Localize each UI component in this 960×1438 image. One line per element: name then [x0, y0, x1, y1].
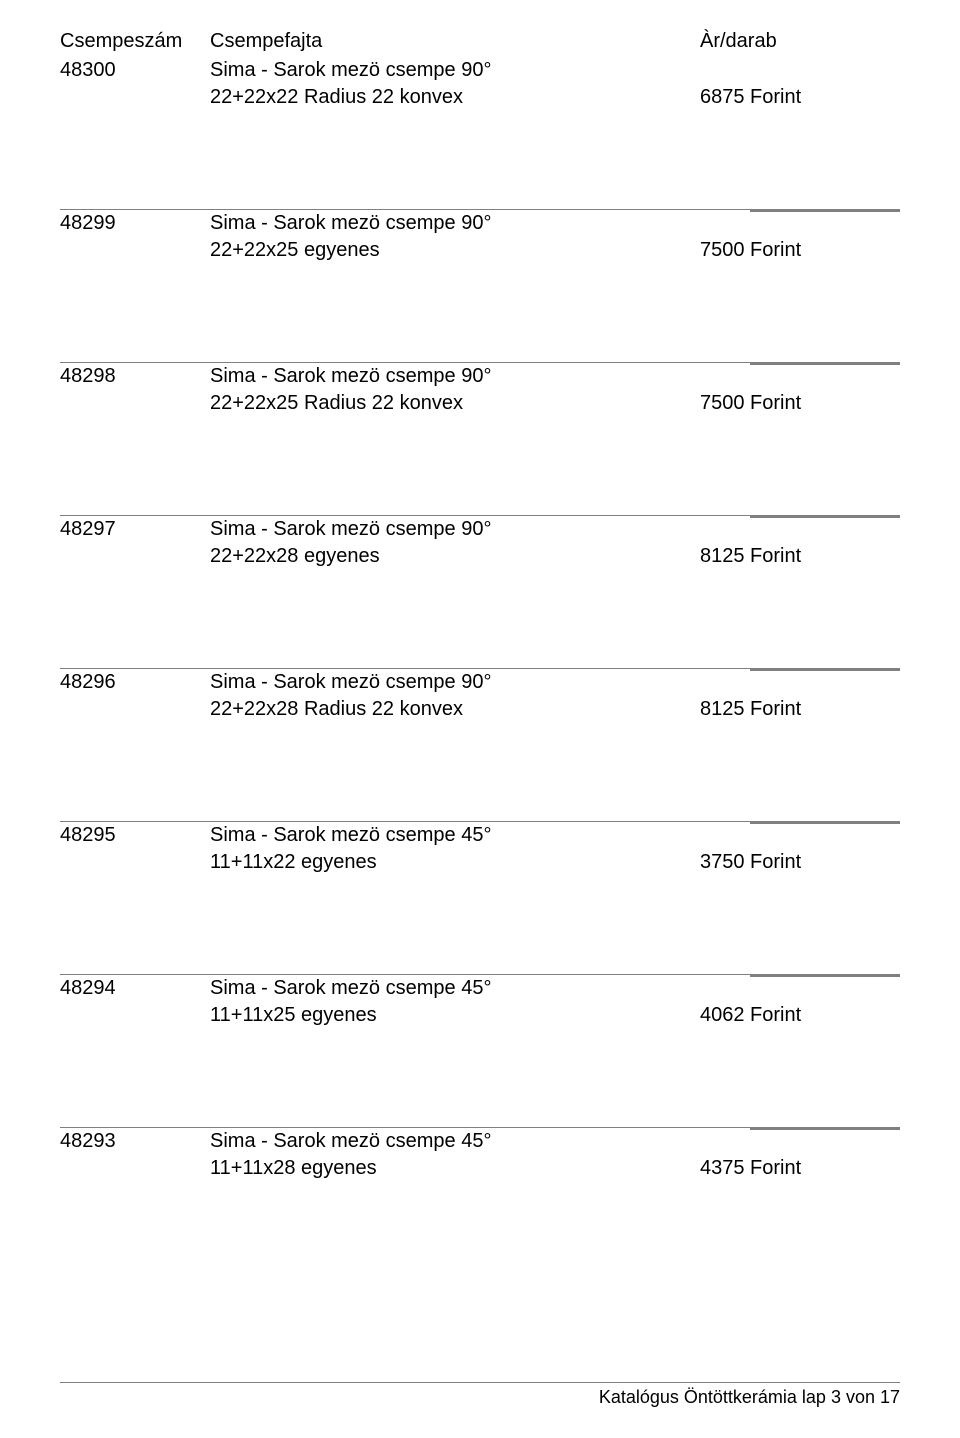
entry-spec: 22+22x25 egyenes [210, 239, 700, 262]
entry-top-row: 48297Sima - Sarok mezö csempe 90° [60, 515, 900, 541]
entry-price: 6875 Forint [700, 86, 900, 109]
entry-price: 3750 Forint [700, 851, 900, 874]
entry-indent [60, 851, 210, 874]
entry-indent [60, 86, 210, 109]
entry-bottom-row: 11+11x25 egyenes4062 Forint [60, 1004, 900, 1027]
entry-type: Sima - Sarok mezö csempe 45° [210, 1130, 700, 1153]
entry-spec: 22+22x28 egyenes [210, 545, 700, 568]
entry-number: 48296 [60, 671, 210, 694]
entry-spec: 11+11x28 egyenes [210, 1157, 700, 1180]
entry-number: 48299 [60, 212, 210, 235]
entry-bottom-row: 22+22x25 egyenes7500 Forint [60, 239, 900, 262]
entry-top-row: 48296Sima - Sarok mezö csempe 90° [60, 668, 900, 694]
entry-blank [700, 977, 900, 1000]
entry-type: Sima - Sarok mezö csempe 90° [210, 671, 700, 694]
entry-top-row: 48294Sima - Sarok mezö csempe 45° [60, 974, 900, 1000]
entry-price: 8125 Forint [700, 698, 900, 721]
entry-indent [60, 392, 210, 415]
entry-top-row: 48299Sima - Sarok mezö csempe 90° [60, 209, 900, 235]
entry-blank [700, 212, 900, 235]
entry-number: 48300 [60, 59, 210, 82]
entry-top-row: 48293Sima - Sarok mezö csempe 45° [60, 1127, 900, 1153]
entry-type: Sima - Sarok mezö csempe 90° [210, 365, 700, 388]
entry-price: 4375 Forint [700, 1157, 900, 1180]
page-footer: Katalógus Öntöttkerámia lap 3 von 17 [60, 1382, 900, 1408]
entry-spec: 11+11x22 egyenes [210, 851, 700, 874]
entry-blank [700, 59, 900, 82]
entry-spec: 22+22x25 Radius 22 konvex [210, 392, 700, 415]
header-csempefajta: Csempefajta [210, 30, 700, 53]
entry-price: 7500 Forint [700, 392, 900, 415]
entry-type: Sima - Sarok mezö csempe 45° [210, 824, 700, 847]
entry-type: Sima - Sarok mezö csempe 90° [210, 212, 700, 235]
entry-number: 48298 [60, 365, 210, 388]
catalog-entry: 48299Sima - Sarok mezö csempe 90° 22+22x2… [60, 209, 900, 262]
entry-spec: 11+11x25 egyenes [210, 1004, 700, 1027]
catalog-entry: 48300Sima - Sarok mezö csempe 90° 22+22x2… [60, 59, 900, 109]
catalog-entry: 48294Sima - Sarok mezö csempe 45° 11+11x2… [60, 974, 900, 1027]
catalog-entry: 48296Sima - Sarok mezö csempe 90° 22+22x2… [60, 668, 900, 721]
header-csempeszam: Csempeszám [60, 30, 210, 53]
page-content: Csempeszám Csempefajta Àr/darab 48300Sim… [0, 0, 960, 1180]
entry-indent [60, 239, 210, 262]
entry-spec: 22+22x28 Radius 22 konvex [210, 698, 700, 721]
entry-blank [700, 365, 900, 388]
entry-blank [700, 518, 900, 541]
catalog-entry: 48298Sima - Sarok mezö csempe 90° 22+22x2… [60, 362, 900, 415]
entry-number: 48293 [60, 1130, 210, 1153]
entry-number: 48295 [60, 824, 210, 847]
entry-type: Sima - Sarok mezö csempe 90° [210, 518, 700, 541]
entry-bottom-row: 11+11x28 egyenes4375 Forint [60, 1157, 900, 1180]
entry-top-row: 48300Sima - Sarok mezö csempe 90° [60, 59, 900, 82]
entry-indent [60, 1004, 210, 1027]
catalog-entry: 48295Sima - Sarok mezö csempe 45° 11+11x2… [60, 821, 900, 874]
entry-number: 48294 [60, 977, 210, 1000]
entry-price: 8125 Forint [700, 545, 900, 568]
entry-price: 4062 Forint [700, 1004, 900, 1027]
table-header: Csempeszám Csempefajta Àr/darab [60, 30, 900, 53]
entry-blank [700, 1130, 900, 1153]
entry-bottom-row: 22+22x22 Radius 22 konvex6875 Forint [60, 86, 900, 109]
catalog-entry: 48293Sima - Sarok mezö csempe 45° 11+11x2… [60, 1127, 900, 1180]
entry-top-row: 48295Sima - Sarok mezö csempe 45° [60, 821, 900, 847]
entry-type: Sima - Sarok mezö csempe 90° [210, 59, 700, 82]
entry-bottom-row: 11+11x22 egyenes3750 Forint [60, 851, 900, 874]
entry-bottom-row: 22+22x28 Radius 22 konvex8125 Forint [60, 698, 900, 721]
entry-bottom-row: 22+22x25 Radius 22 konvex7500 Forint [60, 392, 900, 415]
entry-number: 48297 [60, 518, 210, 541]
entry-price: 7500 Forint [700, 239, 900, 262]
entry-type: Sima - Sarok mezö csempe 45° [210, 977, 700, 1000]
entry-blank [700, 671, 900, 694]
entry-top-row: 48298Sima - Sarok mezö csempe 90° [60, 362, 900, 388]
catalog-entry: 48297Sima - Sarok mezö csempe 90° 22+22x2… [60, 515, 900, 568]
entry-bottom-row: 22+22x28 egyenes8125 Forint [60, 545, 900, 568]
entry-indent [60, 545, 210, 568]
entry-blank [700, 824, 900, 847]
header-ar: Àr/darab [700, 30, 900, 53]
entry-indent [60, 698, 210, 721]
entry-spec: 22+22x22 Radius 22 konvex [210, 86, 700, 109]
entry-indent [60, 1157, 210, 1180]
